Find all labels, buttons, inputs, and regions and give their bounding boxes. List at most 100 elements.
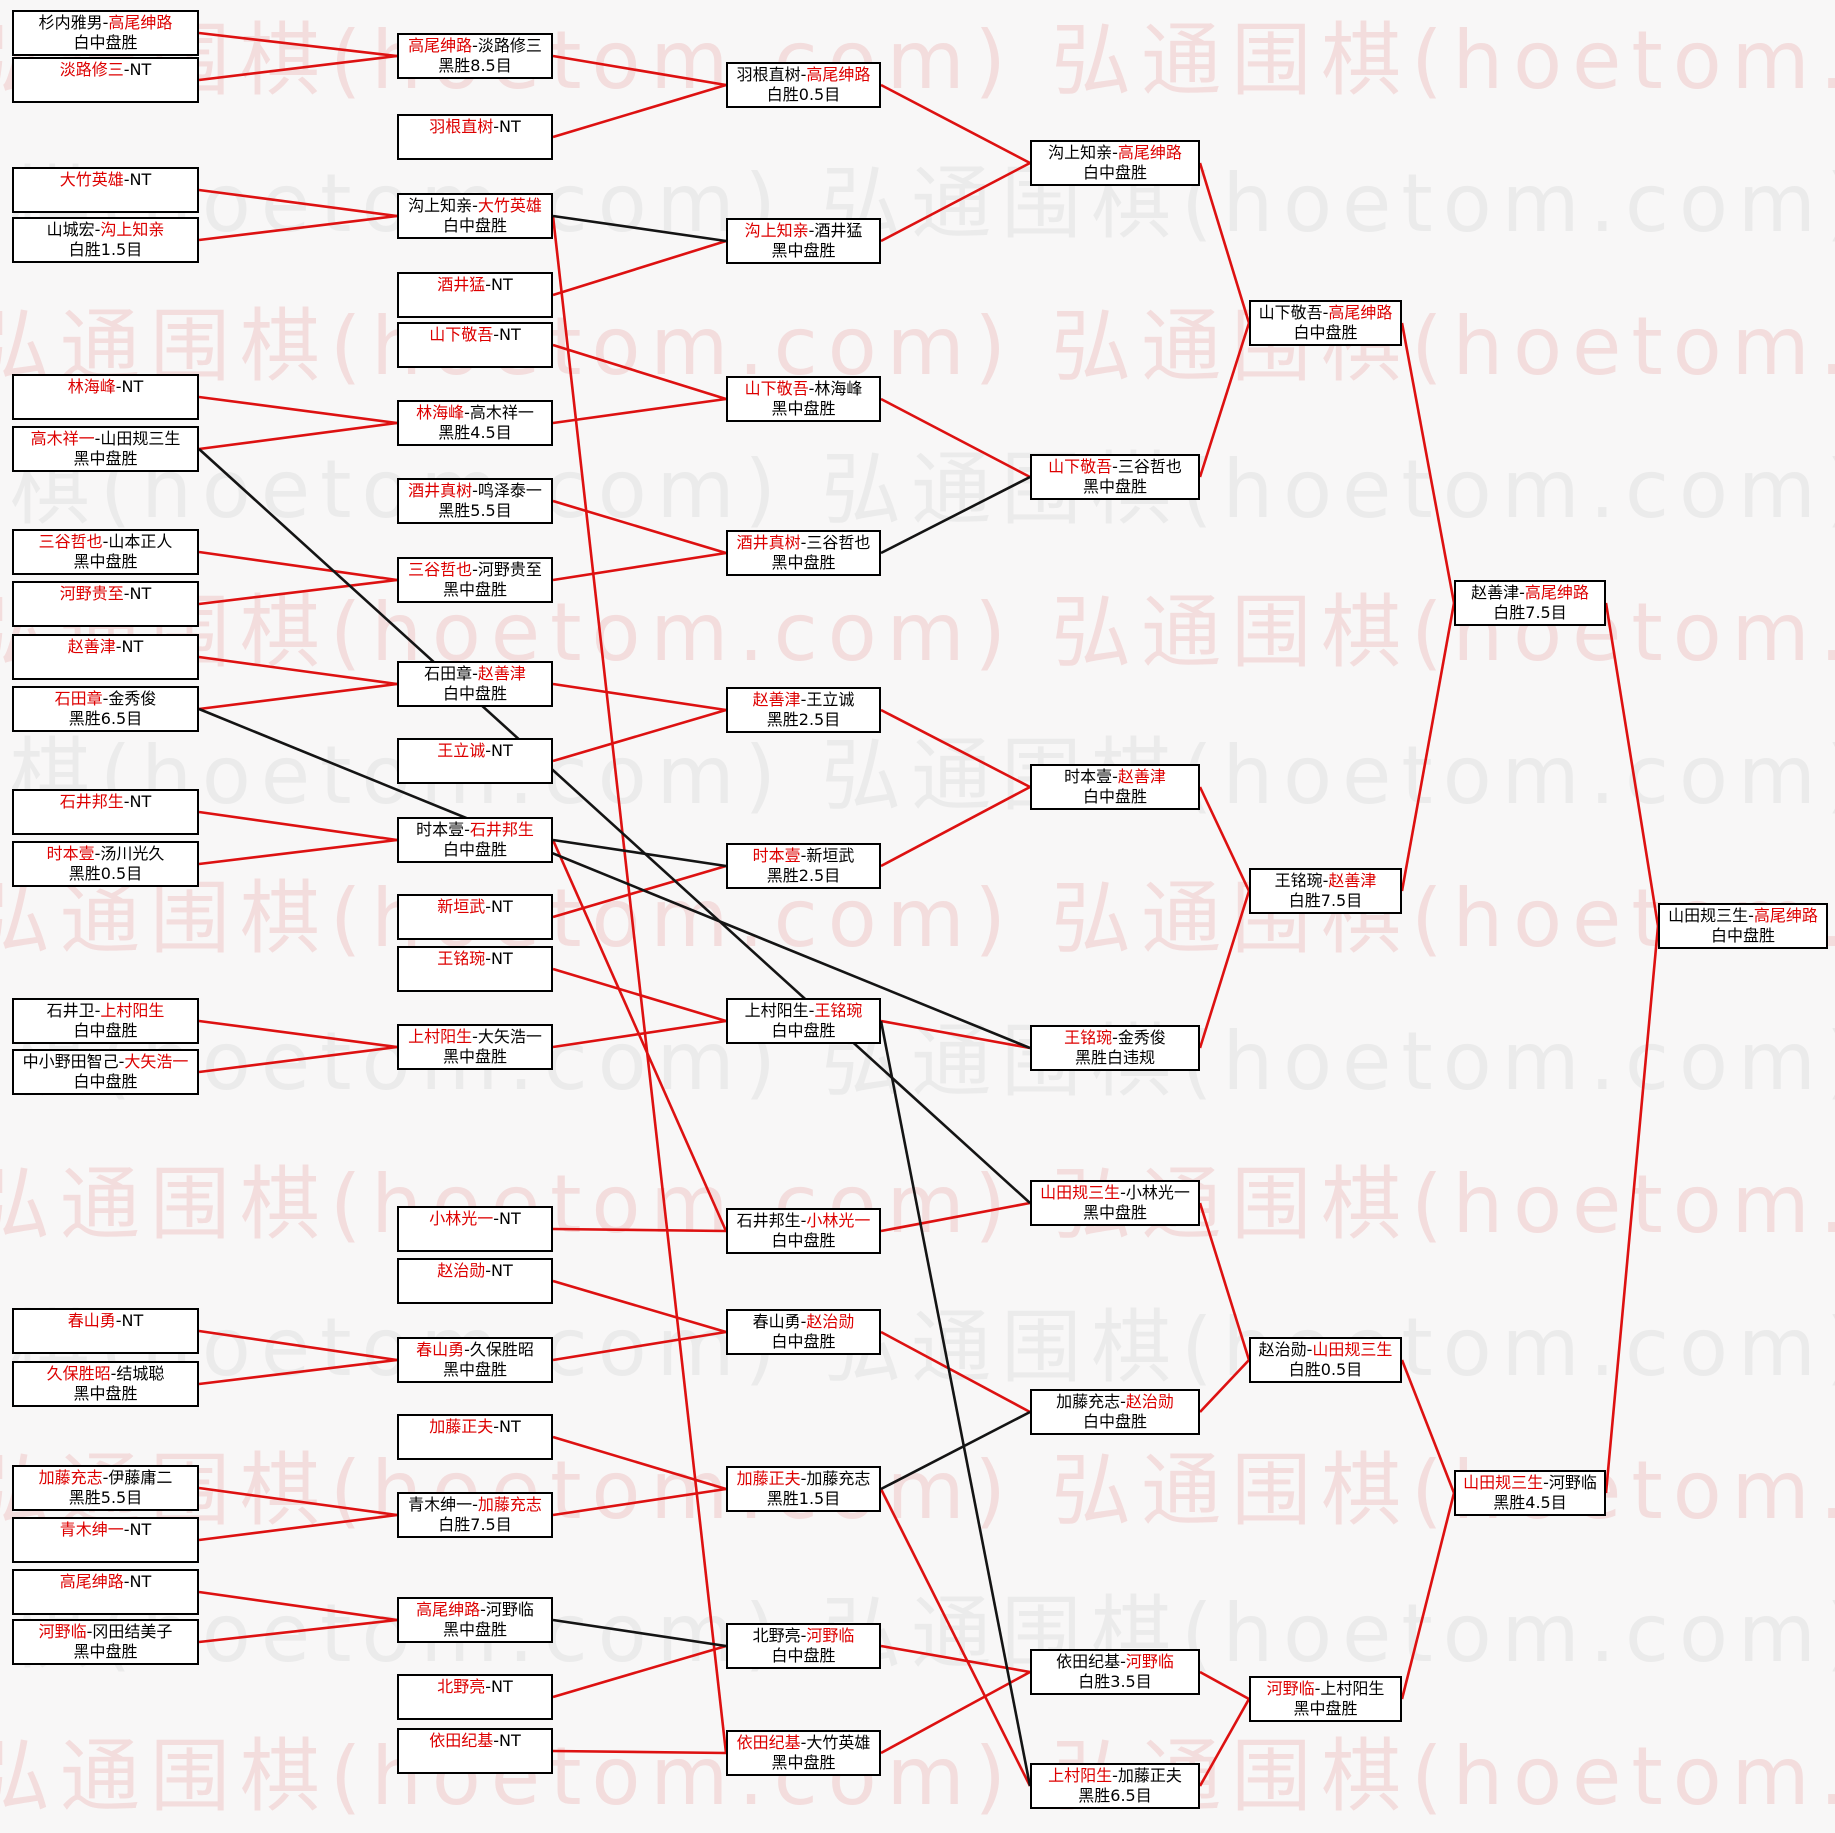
player2-name: 三谷哲也 — [806, 533, 871, 552]
player2-name: 鸣泽泰一 — [477, 481, 542, 500]
match-box: 大竹英雄-NT — [12, 167, 199, 213]
match-result: 白胜7.5目 — [1288, 891, 1363, 910]
loser-path-line — [198, 448, 1031, 1204]
match-result: 白胜3.5目 — [1078, 1672, 1152, 1691]
match-box: 新垣武-NT — [397, 894, 553, 940]
match-result: 黑胜白违规 — [1074, 1048, 1155, 1067]
match-result: 白中盘胜 — [1710, 926, 1775, 945]
match-result: 黑胜0.5目 — [68, 864, 143, 883]
match-box: 王立诚-NT — [397, 738, 553, 784]
match-box: 加藤正夫-加藤充志 黑胜1.5目 — [726, 1466, 881, 1512]
match-box: 高尾绅路-河野临 黑中盘胜 — [397, 1597, 553, 1643]
winner-path-line — [1400, 602, 1456, 892]
match-box: 石井卫-上村阳生 白中盘胜 — [12, 998, 199, 1044]
winner-path-line — [198, 214, 398, 242]
match-players: 小林光一-NT — [429, 1209, 521, 1228]
match-players: 山下敬吾-林海峰 — [744, 379, 863, 398]
winner-path-line — [198, 655, 398, 686]
match-result: 白中盘胜 — [73, 1021, 138, 1040]
match-box: 沟上知亲-高尾绅路 白中盘胜 — [1030, 140, 1200, 186]
player1-name: 酒井真树 — [736, 533, 801, 552]
player1-name: 河野临 — [1266, 1679, 1315, 1698]
match-box: 上村阳生-大矢浩一 黑中盘胜 — [397, 1024, 553, 1070]
match-box: 酒井猛-NT — [397, 272, 553, 318]
winner-path-line — [552, 397, 727, 425]
match-result: 白中盘胜 — [771, 1021, 836, 1040]
player1-name: 依田纪基 — [429, 1731, 494, 1750]
match-box: 加藤充志-赵治勋 白中盘胜 — [1030, 1389, 1200, 1435]
player2-name: 小林光一 — [806, 1211, 871, 1230]
match-players: 上村阳生-王铭琬 — [744, 1001, 863, 1020]
match-result: 黑中盘胜 — [442, 1620, 507, 1639]
match-result: 白中盘胜 — [73, 33, 138, 52]
player1-name: 高尾绅路 — [408, 36, 473, 55]
match-box: 上村阳生-王铭琬 白中盘胜 — [726, 998, 881, 1044]
match-result: 白中盘胜 — [1082, 163, 1147, 182]
match-players: 依田纪基-大竹英雄 — [736, 1733, 871, 1752]
player1-name: 加藤充志 — [1056, 1392, 1121, 1411]
match-players: 石田章-金秀俊 — [54, 689, 157, 708]
winner-path-line — [1198, 1202, 1251, 1361]
match-result: 白中盘胜 — [771, 1646, 836, 1665]
watermark-row: 弘通围棋(hoetom.com) 弘通围棋(hoetom.com) 弘通围棋(h… — [0, 1015, 1835, 1108]
player1-name: 高木祥一 — [30, 429, 95, 448]
match-result: 黑中盘胜 — [1082, 1203, 1147, 1222]
player1-name: 赵善津 — [67, 637, 116, 656]
match-result: 黑胜2.5目 — [766, 866, 841, 885]
player2-name: 赵治勋 — [806, 1312, 855, 1331]
winner-path-line — [198, 1590, 398, 1622]
winner-path-line — [880, 1670, 1031, 1755]
nt-flag: NT — [129, 1572, 152, 1591]
player2-name: 久保胜昭 — [469, 1340, 534, 1359]
match-players: 淡路修三-NT — [59, 60, 152, 79]
watermark-row: 弘通围棋(hoetom.com) 弘通围棋(hoetom.com) 弘通围棋(h… — [0, 1730, 1835, 1823]
player1-name: 高尾绅路 — [416, 1600, 481, 1619]
match-result: 黑中盘胜 — [771, 241, 836, 260]
player1-name: 沟上知亲 — [408, 196, 473, 215]
match-box: 山田规三生-高尾绅路 白中盘胜 — [1658, 903, 1828, 949]
match-result: 白中盘胜 — [442, 684, 507, 703]
match-result: 白中盘胜 — [1082, 787, 1147, 806]
nt-flag: NT — [491, 1677, 513, 1696]
match-players: 时本壹-汤川光久 — [46, 844, 165, 863]
winner-path-line — [198, 810, 398, 842]
player1-name: 石田章 — [424, 664, 473, 683]
nt-flag: NT — [491, 741, 513, 760]
winner-path-line — [880, 1019, 1031, 1050]
player1-name: 新垣武 — [437, 897, 486, 916]
player2-name: 大矢浩一 — [124, 1052, 189, 1071]
match-box: 羽根直树-NT — [397, 114, 553, 160]
player2-name: 高尾绅路 — [1328, 303, 1393, 322]
match-box: 三谷哲也-河野贵至 黑中盘胜 — [397, 557, 553, 603]
player2-name: 高尾绅路 — [806, 65, 871, 84]
match-players: 高尾绅路-NT — [59, 1572, 152, 1591]
match-box: 北野亮-河野临 白中盘胜 — [726, 1623, 881, 1669]
match-players: 青木绅一-NT — [59, 1520, 152, 1539]
match-players: 山田规三生-高尾绅路 — [1668, 906, 1818, 925]
winner-path-line — [198, 1618, 398, 1644]
match-players: 中小野田智己-大矢浩一 — [22, 1052, 189, 1071]
match-players: 赵善津-高尾绅路 — [1471, 583, 1589, 602]
match-box: 上村阳生-加藤正夫 黑胜6.5目 — [1030, 1763, 1200, 1809]
player1-name: 小林光一 — [429, 1209, 494, 1228]
nt-flag: NT — [491, 1261, 513, 1280]
match-box: 依田纪基-大竹英雄 黑中盘胜 — [726, 1730, 881, 1776]
player1-name: 加藤充志 — [38, 1468, 103, 1487]
player1-name: 时本壹 — [46, 844, 95, 863]
nt-flag: NT — [121, 637, 144, 656]
player1-name: 春山勇 — [67, 1311, 116, 1330]
player1-name: 青木绅一 — [408, 1495, 473, 1514]
match-players: 酒井真树-三谷哲也 — [736, 533, 871, 552]
match-players: 酒井真树-鸣泽泰一 — [408, 481, 542, 500]
match-result: 白中盘胜 — [771, 1231, 836, 1250]
match-box: 高木祥一-山田规三生 黑中盘胜 — [12, 426, 199, 472]
winner-path-line — [880, 708, 1031, 789]
match-box: 赵治勋-山田规三生 白胜0.5目 — [1249, 1337, 1402, 1383]
player2-name: 伊藤庸二 — [108, 1468, 173, 1487]
match-players: 山下敬吾-三谷哲也 — [1048, 457, 1182, 476]
winner-path-line — [198, 578, 398, 606]
winner-path-line — [552, 551, 727, 582]
nt-flag: NT — [121, 377, 144, 396]
player2-name: 结城聪 — [116, 1364, 165, 1383]
